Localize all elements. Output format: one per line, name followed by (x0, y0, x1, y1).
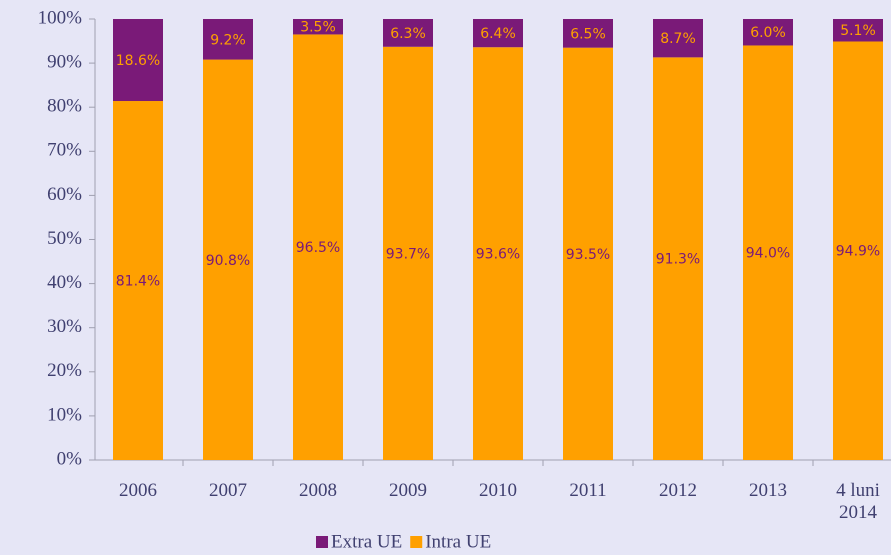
data-label: 94.9% (836, 244, 880, 260)
y-tick-label: 90% (47, 51, 82, 72)
bar-segment (113, 19, 163, 102)
y-tick-label: 20% (47, 360, 82, 381)
data-label: 18.6% (116, 53, 160, 69)
data-label: 96.5% (296, 240, 340, 256)
bar-segment (113, 101, 163, 460)
bar-segment (743, 19, 793, 46)
y-tick-label: 10% (47, 404, 82, 425)
x-tick-label: 2012 (659, 480, 697, 501)
bar-segment (743, 45, 793, 461)
x-tick-label: 2006 (119, 480, 157, 501)
legend-swatch (410, 536, 423, 548)
data-label: 6.4% (480, 26, 516, 42)
legend-swatch (316, 536, 328, 548)
data-label: 3.5% (300, 20, 336, 36)
data-label: 6.3% (390, 26, 426, 42)
data-label: 94.0% (746, 246, 790, 262)
y-tick-label: 30% (47, 316, 82, 337)
data-label: 91.3% (656, 252, 700, 268)
y-tick-label: 60% (47, 184, 82, 205)
bar-segment (293, 34, 343, 461)
data-label: 93.6% (476, 247, 520, 263)
bar-segment (383, 19, 433, 47)
bar-segment (473, 19, 523, 48)
y-tick-label: 100% (38, 7, 83, 28)
data-label: 90.8% (206, 253, 250, 269)
data-label: 9.2% (210, 32, 246, 48)
bar-segment (653, 57, 703, 460)
x-tick-label: 2013 (749, 480, 787, 501)
bar-segment (563, 19, 613, 48)
data-label: 6.0% (750, 25, 786, 41)
y-tick-label: 0% (57, 448, 83, 469)
legend-label: Extra UE (331, 531, 402, 552)
x-tick-label: 2008 (299, 480, 337, 501)
data-label: 8.7% (660, 31, 696, 47)
bar-segment (383, 46, 433, 461)
bar-segment (203, 59, 253, 461)
bar-segment (833, 19, 883, 42)
data-label: 5.1% (840, 23, 876, 39)
legend-label: Intra UE (425, 531, 491, 552)
x-tick-label: 2011 (569, 480, 607, 501)
bar-segment (473, 47, 523, 460)
y-tick-label: 40% (47, 272, 82, 293)
data-label: 6.5% (570, 26, 606, 42)
bar-segment (563, 47, 613, 460)
data-label: 93.5% (566, 247, 610, 263)
x-tick-label: 2009 (389, 480, 427, 501)
bar-segment (203, 19, 253, 60)
x-tick-label: 2007 (209, 480, 247, 501)
y-tick-label: 80% (47, 96, 82, 117)
bar-segment (653, 19, 703, 58)
x-tick-label: 2010 (479, 480, 517, 501)
data-label: 93.7% (386, 246, 430, 262)
bar-segment (833, 41, 883, 461)
data-label: 81.4% (116, 274, 160, 290)
x-tick-label: 4 luni 2014 (836, 480, 880, 523)
y-tick-label: 50% (47, 228, 82, 249)
bar-segment (293, 19, 343, 35)
y-tick-label: 70% (47, 140, 82, 161)
